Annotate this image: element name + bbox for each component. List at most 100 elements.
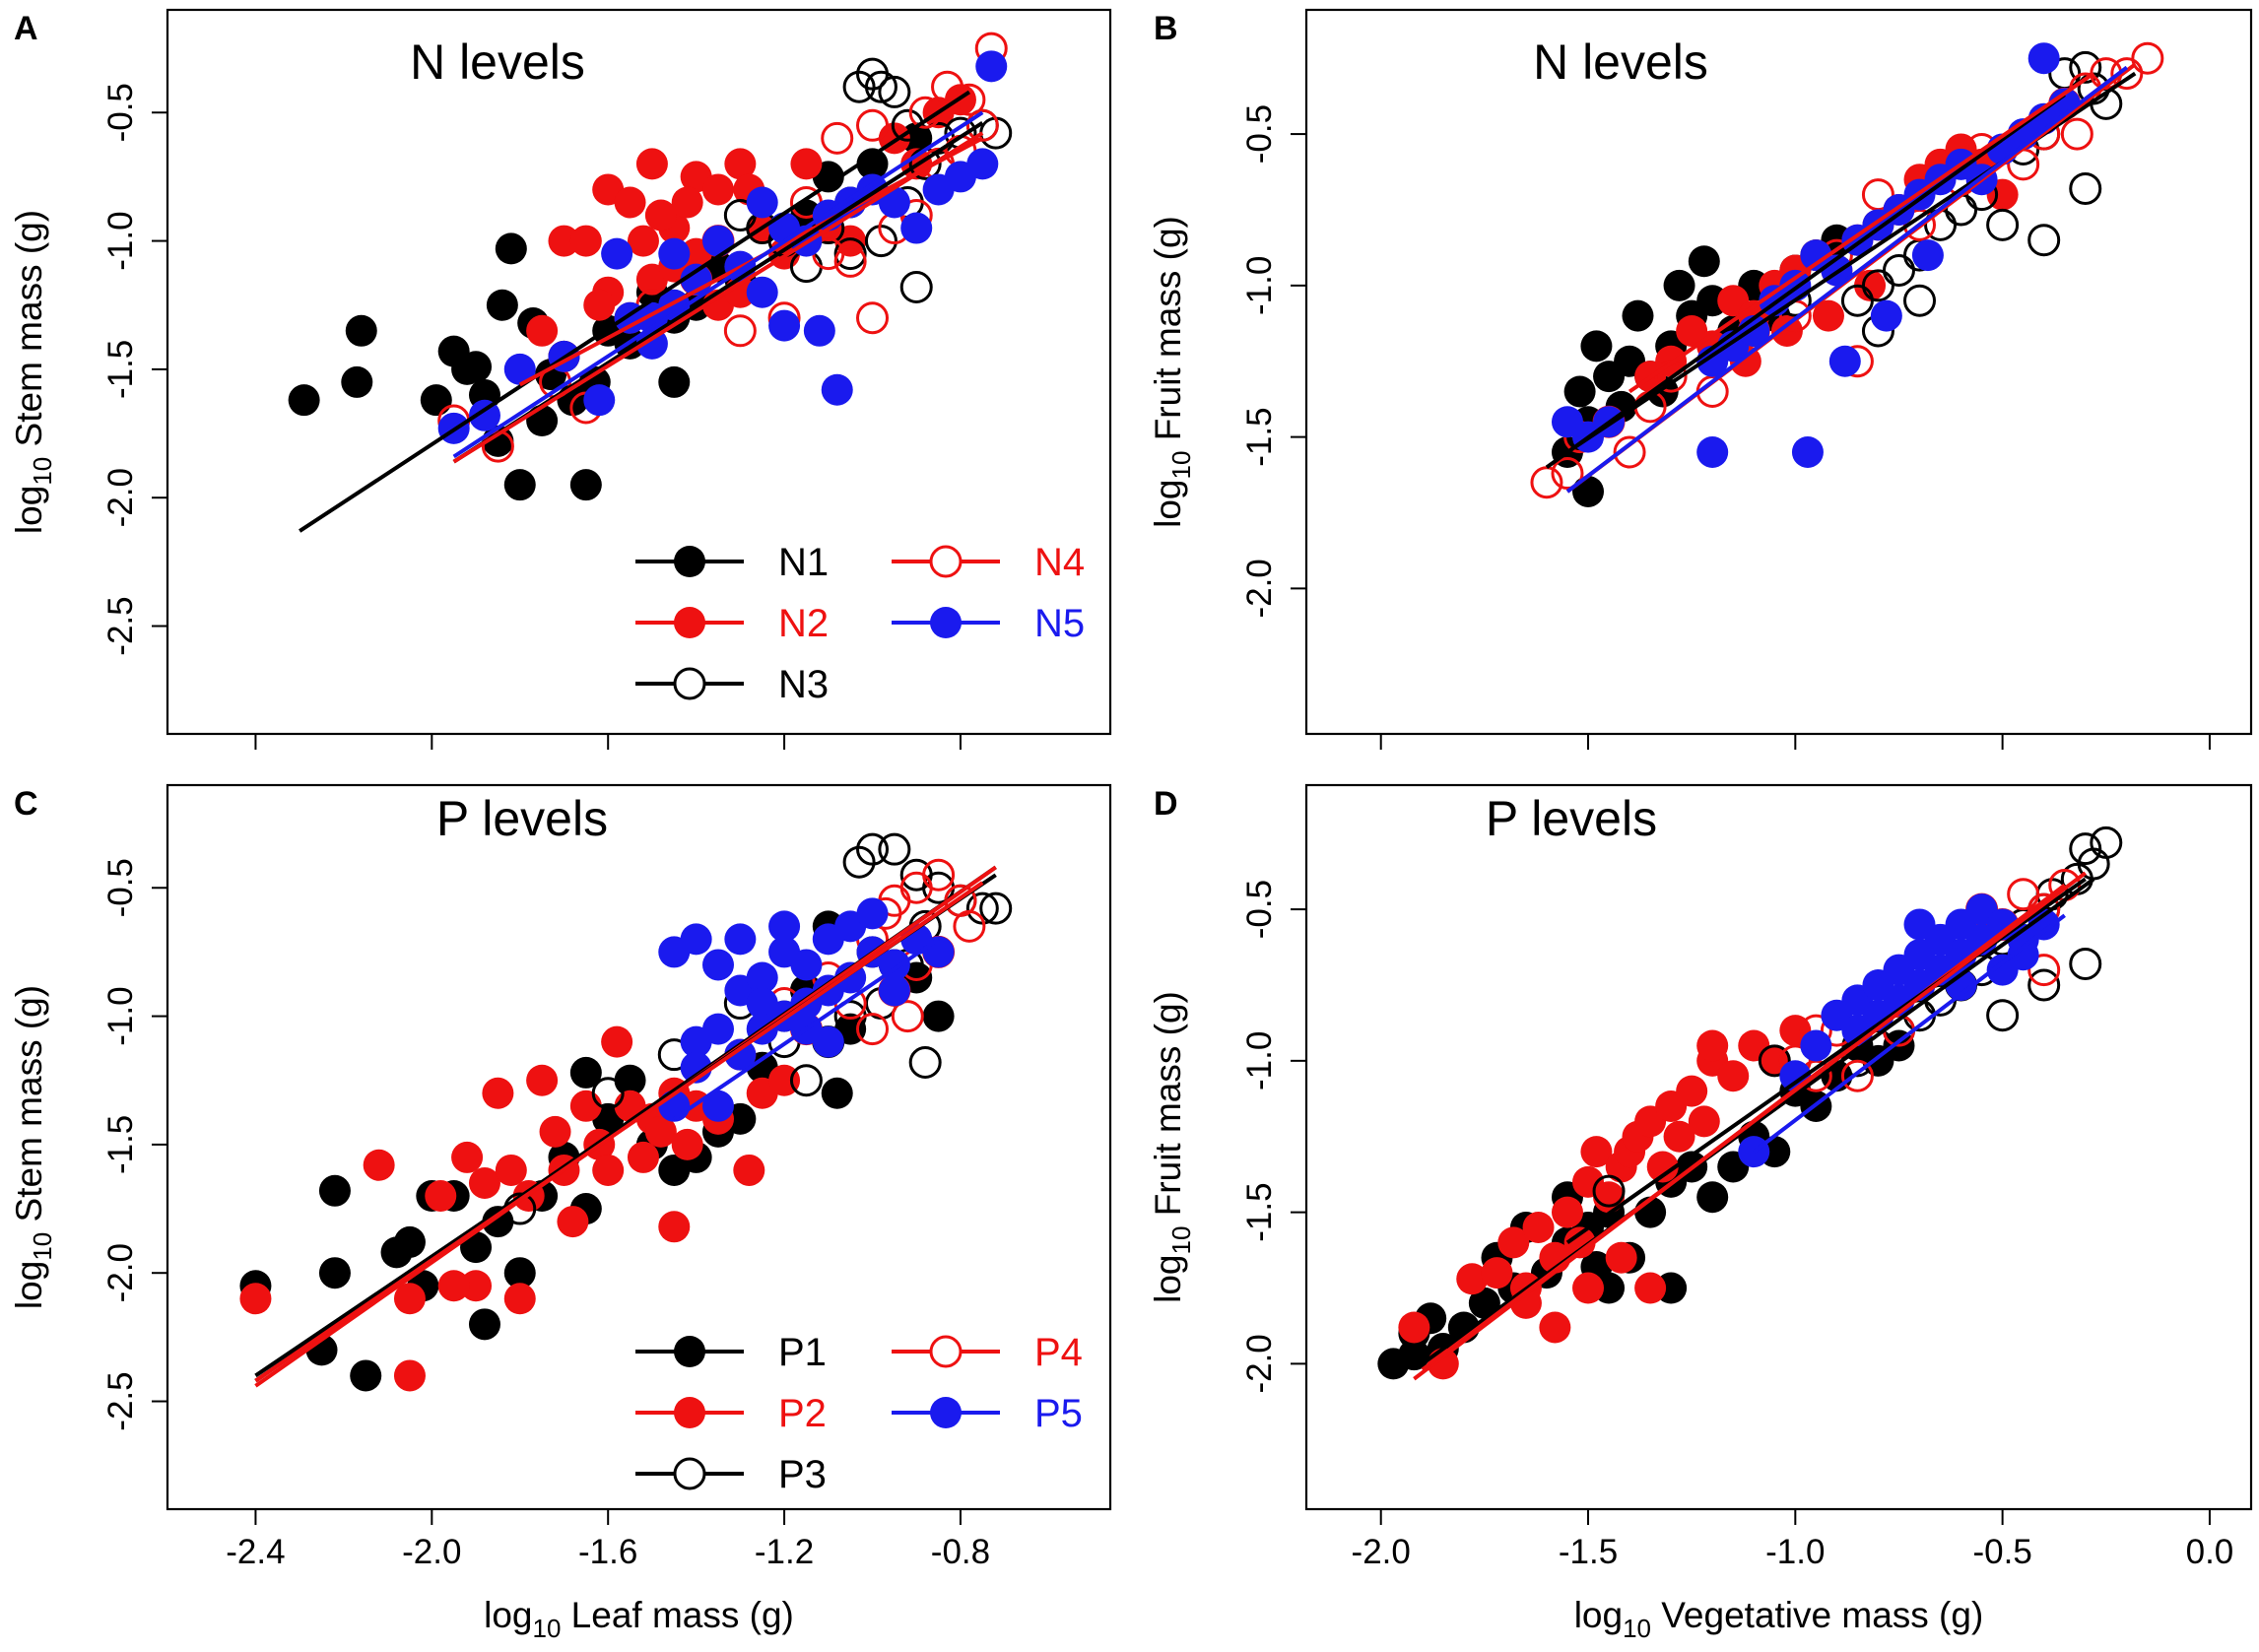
x-tick-label: -1.2 xyxy=(755,1533,814,1571)
x-axis-label-log: log xyxy=(1574,1595,1623,1635)
x-tick-label: -1.5 xyxy=(1559,1533,1618,1571)
data-point-P2 xyxy=(1696,1029,1729,1062)
data-point-P2 xyxy=(733,1154,765,1186)
plot-frame xyxy=(166,783,1112,1511)
data-point-P2 xyxy=(644,1115,677,1148)
data-point-P2 xyxy=(460,1270,493,1302)
data-point-P5 xyxy=(701,1090,734,1122)
plot-area xyxy=(239,832,1013,1392)
data-point-P5 xyxy=(724,923,757,956)
y-tick-label: -2.0 xyxy=(101,468,140,527)
data-point-P2 xyxy=(393,1283,426,1315)
x-tick-label: -1.6 xyxy=(578,1533,637,1571)
data-point-N4 xyxy=(723,314,757,348)
data-point-P2 xyxy=(671,1128,703,1160)
data-point-N2 xyxy=(1770,314,1803,347)
data-point-N5 xyxy=(1870,299,1902,332)
data-point-P2 xyxy=(1563,1226,1596,1259)
x-axis-label-log: log xyxy=(484,1595,532,1635)
y-axis-label-text: Stem mass (g) xyxy=(9,985,49,1232)
x-tick-label: -2.4 xyxy=(226,1533,285,1571)
x-axis-label-text: Vegetative mass (g) xyxy=(1651,1595,1983,1635)
panel-title: N levels xyxy=(410,34,585,90)
data-point-P1 xyxy=(1696,1181,1729,1214)
fit-line-N1 xyxy=(1545,93,2066,469)
y-tick-label: -1.0 xyxy=(101,986,140,1045)
plot-area xyxy=(288,32,1013,533)
y-tick-label: -1.0 xyxy=(101,211,140,270)
data-point-P5 xyxy=(701,949,734,981)
data-point-N3 xyxy=(833,237,867,271)
y-axis-label-log: log xyxy=(1148,480,1188,528)
data-point-P2 xyxy=(557,1206,589,1238)
data-point-N2 xyxy=(701,173,734,206)
data-point-N1 xyxy=(486,289,518,321)
data-point-P2 xyxy=(482,1077,514,1109)
legend-label-P3: P3 xyxy=(778,1453,827,1496)
data-point-N5 xyxy=(1696,435,1729,468)
y-axis-label-log: log xyxy=(9,486,49,534)
panel-label: C xyxy=(14,785,38,823)
data-point-P5 xyxy=(856,897,889,930)
data-point-N4 xyxy=(856,108,890,142)
legend-marker-P4 xyxy=(929,1335,963,1368)
data-point-N5 xyxy=(701,225,734,257)
data-point-N4 xyxy=(2131,41,2164,75)
data-point-P2 xyxy=(601,1025,633,1058)
data-point-N1 xyxy=(288,384,320,417)
data-point-N1 xyxy=(658,365,691,398)
data-point-P2 xyxy=(468,1166,500,1199)
legend-marker-P2 xyxy=(674,1397,705,1428)
data-point-P5 xyxy=(746,961,778,994)
y-tick-label: -2.5 xyxy=(101,1371,140,1430)
data-point-P2 xyxy=(239,1283,272,1315)
y-tick-label: -1.5 xyxy=(1240,1182,1279,1241)
data-point-P3 xyxy=(908,1045,942,1079)
data-point-P3 xyxy=(1758,1044,1791,1078)
panel-label: D xyxy=(1154,785,1178,823)
data-point-N4 xyxy=(856,301,890,335)
data-point-P3 xyxy=(856,832,890,866)
data-point-P3 xyxy=(789,1064,823,1097)
data-point-P2 xyxy=(1456,1263,1489,1295)
data-point-P5 xyxy=(680,1025,712,1058)
y-tick-label: -0.5 xyxy=(101,858,140,917)
y-tick-label: -1.0 xyxy=(1240,256,1279,315)
data-point-N3 xyxy=(1986,208,2020,241)
data-point-P2 xyxy=(495,1154,527,1186)
data-point-N2 xyxy=(671,186,703,219)
data-point-P2 xyxy=(1605,1241,1637,1274)
data-point-N2 xyxy=(614,186,646,219)
data-point-P1 xyxy=(922,1000,955,1032)
y-tick-label: -2.0 xyxy=(101,1243,140,1302)
data-point-P1 xyxy=(468,1308,500,1341)
data-point-P4 xyxy=(891,1000,924,1033)
data-point-N5 xyxy=(803,314,835,347)
data-point-P2 xyxy=(1481,1257,1513,1289)
legend-label-N4: N4 xyxy=(1034,541,1085,584)
legend: N1 N2 N3 N4 N5 xyxy=(635,541,1085,706)
plot-frame xyxy=(1304,8,2253,736)
data-point-P5 xyxy=(768,910,801,943)
data-point-P2 xyxy=(393,1359,426,1392)
y-tick-label: -2.5 xyxy=(101,596,140,655)
y-tick-label: -1.5 xyxy=(101,340,140,399)
data-point-P2 xyxy=(1593,1181,1626,1214)
data-point-P2 xyxy=(1676,1075,1708,1107)
data-point-N3 xyxy=(899,270,933,303)
data-point-N1 xyxy=(1572,475,1605,507)
data-point-N4 xyxy=(821,121,854,155)
legend-marker-P5 xyxy=(930,1397,962,1428)
data-point-N2 xyxy=(644,199,677,231)
legend-label-P1: P1 xyxy=(778,1331,827,1374)
y-axis-label: log10 Stem mass (g) xyxy=(9,985,57,1309)
data-point-N4 xyxy=(833,244,867,278)
data-point-N1 xyxy=(1663,269,1695,301)
data-point-P5 xyxy=(2007,939,2039,971)
legend-marker-P1 xyxy=(674,1336,705,1367)
data-point-N1 xyxy=(1688,245,1720,278)
fit-line-P1 xyxy=(1421,877,2095,1366)
data-point-N5 xyxy=(468,399,500,431)
data-point-N1 xyxy=(856,148,889,180)
